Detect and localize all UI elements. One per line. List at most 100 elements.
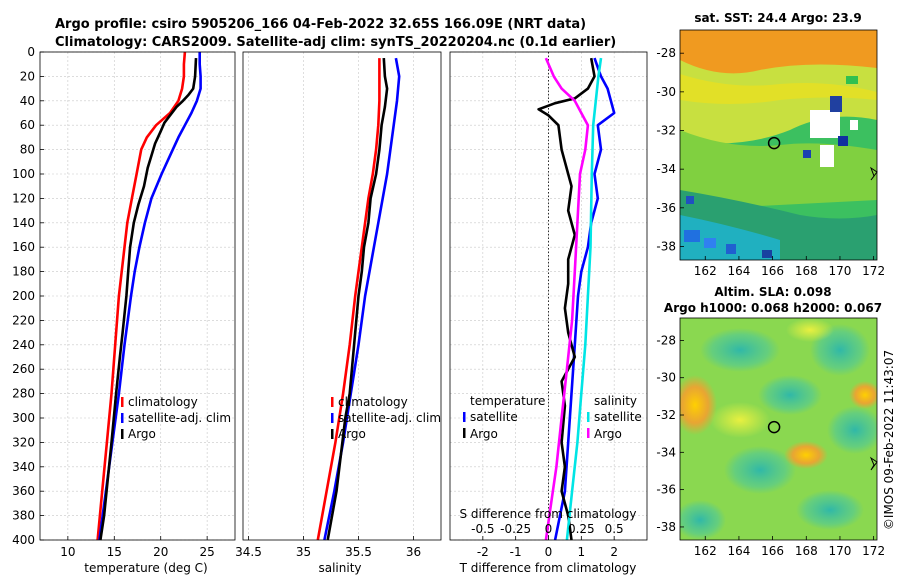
map-x-tick-label: 166 xyxy=(761,544,784,558)
series-line-climatology xyxy=(316,58,381,541)
x-tick-label: -2 xyxy=(477,545,489,559)
temperature-legend: climatology satellite-adj. clim Argo xyxy=(121,395,231,441)
x-tick-label: 20 xyxy=(153,545,168,559)
legend-label-salinity-argo: Argo xyxy=(594,427,622,441)
series-line-satellite-adj-clim xyxy=(98,52,202,541)
series-line-salinity-satellite xyxy=(565,57,603,541)
legend-title-temperature: temperature xyxy=(470,394,545,408)
map-y-tick-label: -32 xyxy=(656,408,676,422)
legend-swatch-argo xyxy=(121,429,124,439)
difference-panel: -2 -1 0 1 2 -0.5 -0.25 0 0.25 0.5 xyxy=(449,51,648,559)
map-x-tick-label: 172 xyxy=(862,264,885,278)
legend-swatch-satellite xyxy=(121,413,124,423)
map-y-tick-label: -30 xyxy=(656,85,676,99)
salinity-legend: climatology satellite-adj. clim Argo xyxy=(331,395,441,441)
temperature-xlabel: temperature (deg C) xyxy=(84,561,207,575)
map-y-tick-label: -30 xyxy=(656,371,676,385)
x-tick-label: -1 xyxy=(510,545,522,559)
y-tick-label: 220 xyxy=(12,313,35,327)
legend-swatch-climatology xyxy=(121,397,124,407)
legend-label-satellite: satellite-adj. clim xyxy=(338,411,441,425)
s-diff-tick-label: 0.5 xyxy=(605,522,624,536)
sst-map-axes: 162 164 166 168 170 172 -28 -30 -32 -34 -36 -38 xyxy=(656,46,885,278)
legend-swatch-salinity-satellite xyxy=(587,412,590,422)
map-y-tick-label: -38 xyxy=(656,239,676,253)
y-tick-label: 100 xyxy=(12,167,35,181)
sst-argo-location-marker xyxy=(767,136,781,150)
panel-frame xyxy=(242,51,442,541)
x-tick-label: 25 xyxy=(200,545,215,559)
y-tick-label: 180 xyxy=(12,265,35,279)
figure-title-line2: Climatology: CARS2009. Satellite-adj cli… xyxy=(55,35,616,50)
y-tick-label: 400 xyxy=(12,533,35,547)
x-tick-label: 15 xyxy=(107,545,122,559)
y-tick-label: 380 xyxy=(12,509,35,523)
y-tick-label: 360 xyxy=(12,484,35,498)
x-tick-label: 35.5 xyxy=(345,545,372,559)
legend-swatch-satellite xyxy=(331,413,334,423)
y-tick-label: 320 xyxy=(12,435,35,449)
map-y-tick-label: -38 xyxy=(656,520,676,534)
legend-label-climatology: climatology xyxy=(128,395,198,409)
panel-frame xyxy=(449,51,648,541)
map-y-tick-label: -34 xyxy=(656,445,676,459)
map-y-tick-label: -36 xyxy=(656,483,676,497)
y-tick-label: 280 xyxy=(12,387,35,401)
x-tick-label: 34.5 xyxy=(235,545,262,559)
legend-label-climatology: climatology xyxy=(338,395,408,409)
series-line-salinity-argo xyxy=(544,57,590,541)
sla-map-title-line2: Argo h1000: 0.068 h2000: 0.067 xyxy=(664,301,882,315)
map-y-tick-label: -36 xyxy=(656,201,676,215)
series-line-argo xyxy=(326,58,389,541)
map-x-tick-label: 170 xyxy=(829,544,852,558)
y-tick-label: 140 xyxy=(12,216,35,230)
legend-swatch-temperature-satellite xyxy=(463,412,466,422)
map-x-tick-label: 170 xyxy=(829,264,852,278)
map-x-tick-label: 162 xyxy=(694,264,717,278)
sla-map-title-line1: Altim. SLA: 0.098 xyxy=(714,285,831,299)
legend-swatch-salinity-argo xyxy=(587,428,590,438)
imos-timestamp: ©IMOS 09-Feb-2022 11:43:07 xyxy=(882,350,896,530)
salinity-panel: 34.5 35 35.5 36 xyxy=(235,51,442,559)
sla-map-image xyxy=(680,318,877,540)
y-tick-label: 200 xyxy=(12,289,35,303)
sla-coastline xyxy=(869,456,878,471)
difference-xlabel: T difference from climatology xyxy=(459,561,637,575)
figure-title-line1: Argo profile: csiro 5905206_166 04-Feb-2… xyxy=(55,17,586,32)
sla-map-frame xyxy=(679,317,878,541)
map-x-tick-label: 162 xyxy=(694,544,717,558)
y-tick-label: 120 xyxy=(12,191,35,205)
difference-xlabel-top: S difference from climatology xyxy=(460,507,637,521)
y-tick-label: 300 xyxy=(12,411,35,425)
map-x-tick-label: 172 xyxy=(862,544,885,558)
sst-map-frame xyxy=(679,29,878,261)
sla-map-axes: 162 164 166 168 170 172 -28 -30 -32 -34 -36 -38 xyxy=(656,333,885,558)
map-y-tick-label: -32 xyxy=(656,124,676,138)
s-diff-tick-label: 0 xyxy=(545,522,553,536)
series-line-temperature-argo xyxy=(537,57,596,541)
salinity-xlabel: salinity xyxy=(318,561,361,575)
legend-swatch-argo xyxy=(331,429,334,439)
y-tick-label: 0 xyxy=(27,45,35,59)
temperature-panel: 10 15 20 25 0 20 40 60 80 100 120 140 160 180 200 220 24… xyxy=(12,45,236,559)
series-line-satellite-adj-clim xyxy=(323,57,401,541)
map-y-tick-label: -28 xyxy=(656,46,676,60)
sst-coastline xyxy=(869,166,878,181)
legend-label-temperature-argo: Argo xyxy=(470,427,498,441)
series-line-temperature-satellite xyxy=(553,57,616,541)
legend-label-argo: Argo xyxy=(128,427,156,441)
y-tick-label: 160 xyxy=(12,240,35,254)
s-diff-tick-label: -0.5 xyxy=(471,522,494,536)
sst-map-title: sat. SST: 24.4 Argo: 23.9 xyxy=(694,11,861,25)
x-tick-label: 1 xyxy=(578,545,586,559)
y-tick-label: 240 xyxy=(12,338,35,352)
legend-label-salinity-satellite: satellite xyxy=(594,410,642,424)
x-tick-label: 36 xyxy=(406,545,421,559)
map-x-tick-label: 168 xyxy=(795,544,818,558)
s-diff-tick-label: -0.25 xyxy=(500,522,531,536)
map-x-tick-label: 168 xyxy=(795,264,818,278)
map-y-tick-label: -28 xyxy=(656,333,676,347)
map-y-tick-label: -34 xyxy=(656,162,676,176)
y-tick-label: 260 xyxy=(12,362,35,376)
